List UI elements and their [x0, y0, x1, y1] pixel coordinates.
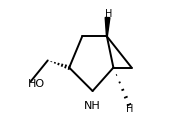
Text: H: H: [126, 104, 134, 113]
Text: NH: NH: [84, 101, 100, 111]
Text: HO: HO: [28, 79, 45, 89]
Polygon shape: [105, 17, 110, 36]
Text: H: H: [105, 9, 112, 19]
